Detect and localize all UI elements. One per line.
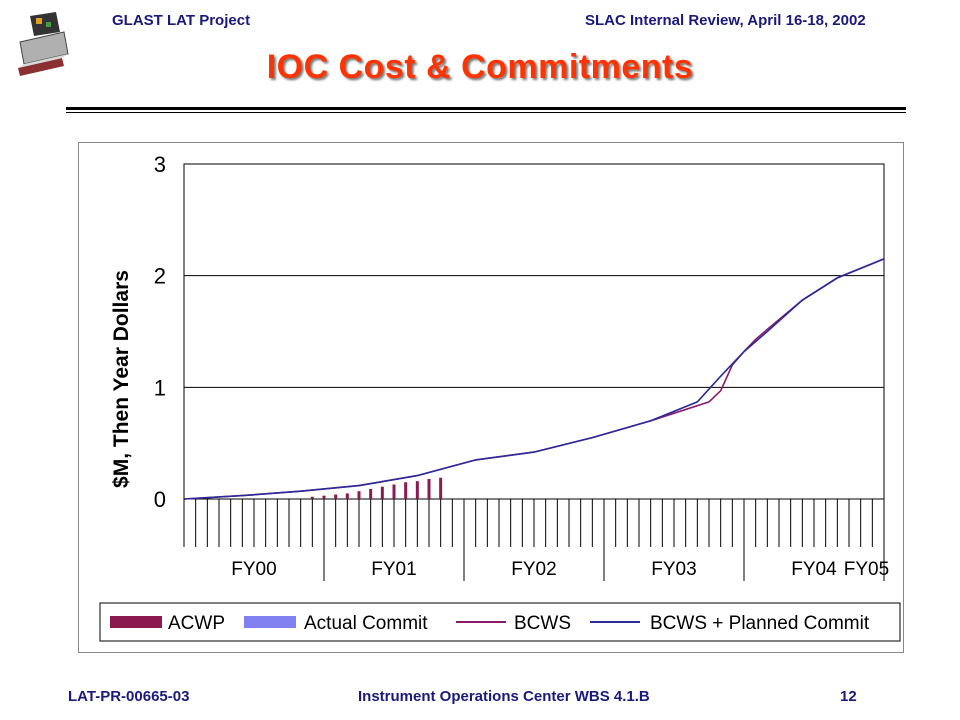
fy-tick-label: FY02: [511, 559, 556, 580]
acwp-bar: [357, 491, 361, 499]
y-tick-label: 1: [154, 375, 166, 400]
chart-frame: [78, 142, 904, 653]
title-divider-thin: [66, 112, 906, 113]
fy-tick-label: FY04: [791, 559, 837, 580]
page-title: IOC Cost & Commitments: [266, 48, 694, 86]
fiscal-year-axis: FY00 FY01 FY02 FY03 FY04 FY05: [183, 499, 889, 581]
header-event: SLAC Internal Review, April 16-18, 2002: [585, 12, 866, 29]
legend-swatch: [244, 616, 296, 628]
acwp-bars: [310, 477, 443, 499]
y-tick-labels: 0 1 2 3: [154, 152, 166, 512]
acwp-bar: [310, 496, 314, 499]
glast-satellite-icon: [18, 12, 69, 76]
footer-page-number: 12: [840, 688, 857, 705]
acwp-bar: [427, 478, 431, 499]
fy-tick-label: FY00: [231, 559, 276, 580]
acwp-bar: [322, 495, 326, 499]
series-lines: [183, 258, 885, 500]
y-axis-label: $M, Then Year Dollars: [110, 270, 133, 488]
footer-doc-id: LAT-PR-00665-03: [68, 688, 190, 705]
bcws-planned-line: [183, 258, 885, 500]
footer-wbs: Instrument Operations Center WBS 4.1.B: [358, 688, 650, 705]
acwp-bar: [415, 481, 419, 499]
legend: ACWP Actual Commit BCWS BCWS + Planned Comm…: [110, 613, 870, 634]
acwp-bar: [380, 486, 384, 499]
header-project: GLAST LAT Project: [112, 12, 251, 29]
legend-label: BCWS + Planned Commit: [650, 613, 870, 634]
acwp-bar: [369, 488, 373, 499]
fy-tick-label: FY05: [844, 559, 889, 580]
acwp-bar: [392, 484, 396, 499]
y-tick-label: 2: [154, 264, 166, 289]
acwp-bar: [345, 493, 349, 499]
fy-tick-label: FY01: [371, 559, 416, 580]
legend-label: ACWP: [168, 613, 225, 634]
legend-swatch: [110, 616, 162, 628]
y-tick-label: 3: [154, 152, 166, 177]
acwp-bar: [439, 477, 443, 499]
acwp-bar: [334, 494, 338, 499]
y-tick-label: 0: [154, 487, 166, 512]
legend-label: BCWS: [514, 613, 571, 634]
acwp-bar: [404, 482, 408, 499]
grid: [184, 275, 884, 388]
fy-tick-label: FY03: [651, 559, 696, 580]
title-divider: [66, 107, 906, 110]
legend-label: Actual Commit: [304, 613, 428, 634]
